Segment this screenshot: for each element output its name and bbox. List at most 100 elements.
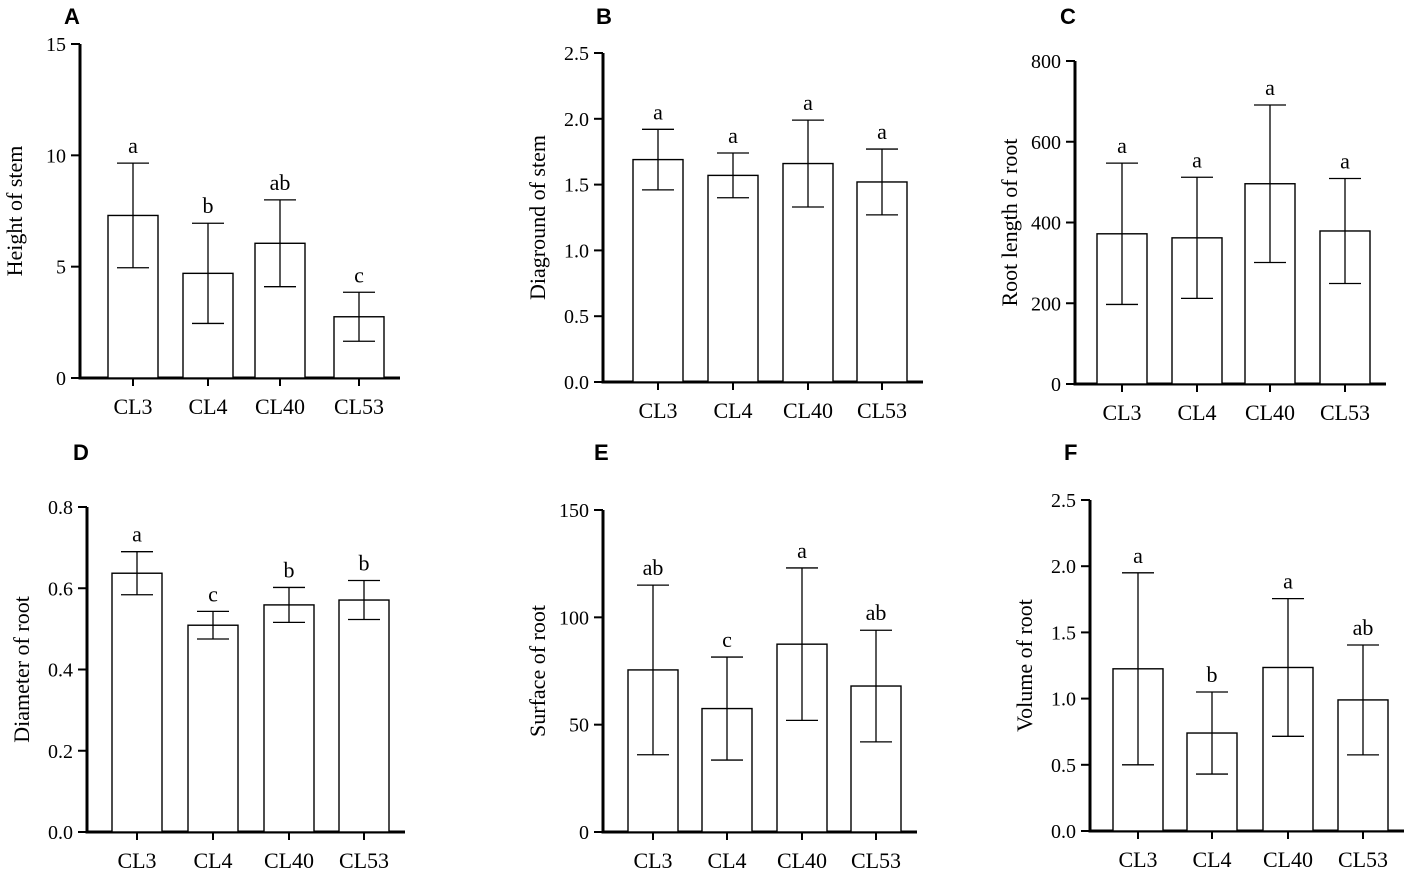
significance-letter: ab	[1353, 615, 1374, 640]
bar	[111, 572, 163, 833]
significance-letter: ab	[866, 600, 887, 625]
y-tick-label: 0.0	[564, 372, 589, 394]
significance-letter: a	[728, 123, 738, 148]
y-tick-label: 0.8	[48, 497, 73, 519]
significance-letter: c	[354, 262, 364, 287]
x-tick-label: CL3	[638, 398, 677, 423]
significance-letter: a	[1117, 133, 1127, 158]
significance-letter: a	[1133, 543, 1143, 568]
x-tick-label: CL4	[713, 398, 752, 423]
y-tick-label: 2.0	[564, 109, 589, 131]
bar	[707, 174, 759, 383]
x-tick-label: CL40	[783, 398, 833, 423]
significance-letter: ab	[643, 555, 664, 580]
y-tick-label: 0.5	[564, 306, 589, 328]
x-tick-label: CL40	[264, 848, 314, 873]
x-tick-label: CL40	[255, 394, 305, 419]
panel-label: D	[73, 440, 89, 465]
y-tick-label: 1.5	[1051, 622, 1076, 644]
y-tick-label: 1.0	[564, 240, 589, 262]
x-tick-label: CL4	[1192, 847, 1231, 872]
y-tick-label: 5	[56, 257, 66, 279]
significance-letter: a	[1265, 75, 1275, 100]
y-axis-title: Surface of root	[525, 605, 550, 737]
x-tick-label: CL53	[339, 848, 389, 873]
x-tick-label: CL4	[707, 848, 746, 873]
y-tick-label: 0.4	[48, 660, 73, 682]
significance-letter: ab	[270, 170, 291, 195]
significance-letter: a	[1192, 147, 1202, 172]
x-tick-label: CL53	[857, 398, 907, 423]
y-axis-title: Volume of root	[1012, 599, 1037, 732]
y-tick-label: 1.5	[564, 175, 589, 197]
panel-label: F	[1064, 440, 1077, 465]
y-axis-title: Diameter of root	[9, 596, 34, 743]
chart-panel-f: F 0.0 0.5 1.0 1.5 2.0 2.5 Volume of root a CL3 b CL…	[1012, 440, 1404, 872]
y-tick-label: 50	[569, 715, 589, 737]
significance-letter: c	[722, 627, 732, 652]
bar	[263, 604, 315, 833]
panel-label: E	[594, 440, 609, 465]
y-tick-label: 2.5	[564, 43, 589, 65]
y-tick-label: 0.0	[1051, 821, 1076, 843]
x-tick-label: CL53	[1320, 400, 1370, 425]
bar	[187, 624, 239, 833]
x-tick-label: CL40	[1263, 847, 1313, 872]
x-tick-label: CL53	[851, 848, 901, 873]
y-tick-label: 1.0	[1051, 689, 1076, 711]
significance-letter: a	[132, 522, 142, 547]
significance-letter: a	[128, 133, 138, 158]
y-tick-label: 150	[559, 500, 589, 522]
x-tick-label: CL53	[334, 394, 384, 419]
chart-panel-a: A 0 5 10 15 Height of stem a CL3 b CL4 ab CL40 c CL53	[2, 4, 400, 419]
y-tick-label: 2.5	[1051, 490, 1076, 512]
chart-panel-b: B 0.0 0.5 1.0 1.5 2.0 2.5 Diaground of stem a CL3…	[525, 4, 923, 423]
y-tick-label: 2.0	[1051, 556, 1076, 578]
bar	[338, 599, 390, 833]
significance-letter: a	[1340, 148, 1350, 173]
y-tick-label: 200	[1031, 293, 1061, 315]
x-tick-label: CL3	[1118, 847, 1157, 872]
y-tick-label: 600	[1031, 132, 1061, 154]
y-tick-label: 0.5	[1051, 755, 1076, 777]
bar	[632, 158, 684, 383]
significance-letter: c	[208, 581, 218, 606]
x-tick-label: CL4	[1177, 400, 1216, 425]
significance-letter: b	[1207, 662, 1218, 687]
chart-panel-c: C 0 200 400 600 800 Root length of root a CL3 a CL…	[997, 4, 1386, 425]
significance-letter: a	[653, 99, 663, 124]
y-tick-label: 100	[559, 607, 589, 629]
significance-letter: a	[877, 119, 887, 144]
y-axis-title: Height of stem	[2, 146, 27, 277]
y-tick-label: 0.0	[48, 822, 73, 844]
x-tick-label: CL40	[777, 848, 827, 873]
y-tick-label: 0	[56, 368, 66, 390]
chart-panel-d: D 0.0 0.2 0.4 0.6 0.8 Diameter of root a CL3 c CL4…	[9, 440, 405, 873]
y-tick-label: 10	[46, 145, 66, 167]
y-tick-label: 0.2	[48, 741, 73, 763]
bar	[776, 643, 828, 833]
significance-letter: a	[803, 90, 813, 115]
significance-letter: b	[284, 557, 295, 582]
panel-label: A	[64, 4, 80, 29]
y-tick-label: 0	[1051, 374, 1061, 396]
y-axis-title: Root length of root	[997, 138, 1022, 306]
y-tick-label: 400	[1031, 213, 1061, 235]
x-tick-label: CL3	[633, 848, 672, 873]
x-tick-label: CL53	[1338, 847, 1388, 872]
significance-letter: b	[359, 551, 370, 576]
panel-label: B	[596, 4, 612, 29]
y-tick-label: 15	[46, 34, 66, 56]
panel-label: C	[1060, 4, 1076, 29]
significance-letter: a	[1283, 569, 1293, 594]
chart-panel-e: E 0 50 100 150 Surface of root ab CL3 c CL4 a CL40 a…	[525, 440, 917, 873]
x-tick-label: CL40	[1245, 400, 1295, 425]
y-tick-label: 0	[579, 822, 589, 844]
significance-letter: b	[203, 193, 214, 218]
y-tick-label: 0.6	[48, 578, 73, 600]
significance-letter: a	[797, 538, 807, 563]
y-tick-label: 800	[1031, 51, 1061, 73]
x-tick-label: CL3	[1102, 400, 1141, 425]
x-tick-label: CL4	[193, 848, 232, 873]
